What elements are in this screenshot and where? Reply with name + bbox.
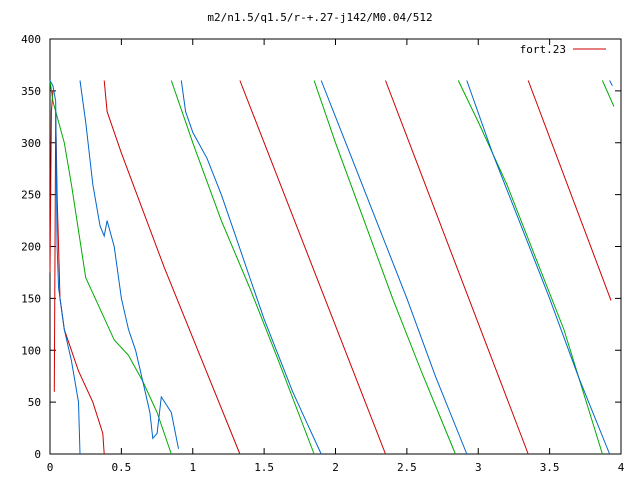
y-tick-label: 400 [21, 33, 41, 46]
legend: fort.23 [520, 43, 606, 56]
legend-label: fort.23 [520, 43, 566, 56]
y-tick-label: 50 [28, 396, 41, 409]
series-line [49, 80, 172, 455]
x-axis: 0 0.5 1 1.5 2 2.5 3 3.5 4 [47, 39, 625, 474]
series-line [79, 80, 179, 449]
y-tick-label: 250 [21, 189, 41, 202]
y-tick-label: 300 [21, 137, 41, 150]
y-axis: 0 50 100 150 200 250 300 350 400 [21, 33, 621, 461]
series-line [180, 80, 322, 455]
x-tick-label: 0 [47, 461, 54, 474]
x-tick-label: 2 [332, 461, 339, 474]
series-3 [49, 80, 613, 455]
series-2 [49, 80, 615, 455]
chart-title: m2/n1.5/q1.5/r-+.27-j142/M0.04/512 [207, 11, 432, 24]
x-tick-label: 0.5 [111, 461, 131, 474]
series-line [239, 80, 386, 455]
x-tick-label: 2.5 [397, 461, 417, 474]
x-tick-label: 1 [189, 461, 196, 474]
y-tick-label: 0 [34, 448, 41, 461]
y-tick-label: 200 [21, 241, 41, 254]
series-line [457, 80, 603, 455]
y-tick-label: 100 [21, 344, 41, 357]
series-line [527, 80, 612, 301]
series-line [53, 111, 105, 455]
x-tick-label: 3.5 [540, 461, 560, 474]
series-line [313, 80, 456, 455]
series-line [103, 80, 241, 455]
series-line [170, 80, 315, 455]
series-line [601, 80, 615, 107]
x-tick-label: 1.5 [254, 461, 274, 474]
y-tick-label: 350 [21, 85, 41, 98]
x-tick-label: 3 [475, 461, 482, 474]
y-tick-label: 150 [21, 292, 41, 305]
series-line [385, 80, 529, 455]
series-1 [49, 80, 612, 455]
series-layer [49, 80, 615, 455]
series-line [466, 80, 611, 455]
series-line [609, 80, 613, 86]
series-line [49, 80, 81, 455]
plot-frame [49, 38, 622, 455]
series-line [320, 80, 468, 455]
x-tick-label: 4 [618, 461, 625, 474]
